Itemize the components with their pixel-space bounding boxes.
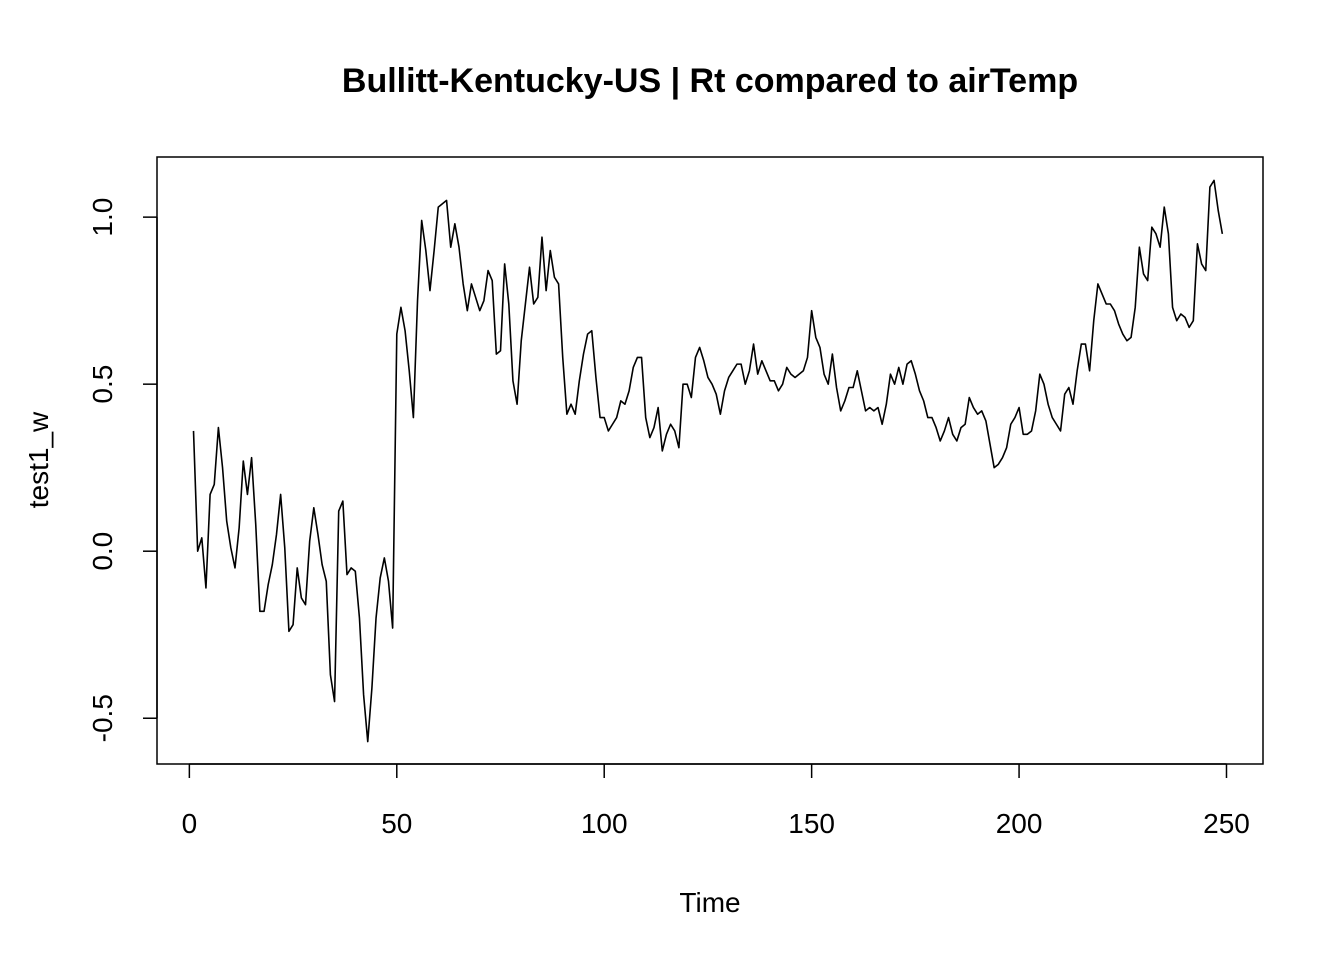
x-tick-label: 250 [1203, 808, 1250, 839]
series-line [192, 179, 1224, 743]
x-tick-label: 150 [788, 808, 835, 839]
x-tick-label: 0 [182, 808, 198, 839]
x-axis: 0 50 100 150 200 250 [182, 763, 1250, 839]
x-tick-label: 200 [996, 808, 1043, 839]
y-tick-label: 0.5 [87, 365, 118, 404]
y-axis: -0.5 0.0 0.5 1.0 [87, 198, 158, 742]
y-tick-label: 1.0 [87, 198, 118, 237]
y-tick-label: -0.5 [87, 694, 118, 742]
x-axis-label: Time [679, 887, 740, 918]
x-tick-label: 50 [381, 808, 412, 839]
y-tick-label: 0.0 [87, 532, 118, 571]
x-tick-label: 100 [581, 808, 628, 839]
chart-title: Bullitt-Kentucky-US | Rt compared to air… [342, 62, 1078, 100]
plot-frame [156, 156, 1264, 765]
y-axis-label: test1_w [23, 411, 54, 508]
